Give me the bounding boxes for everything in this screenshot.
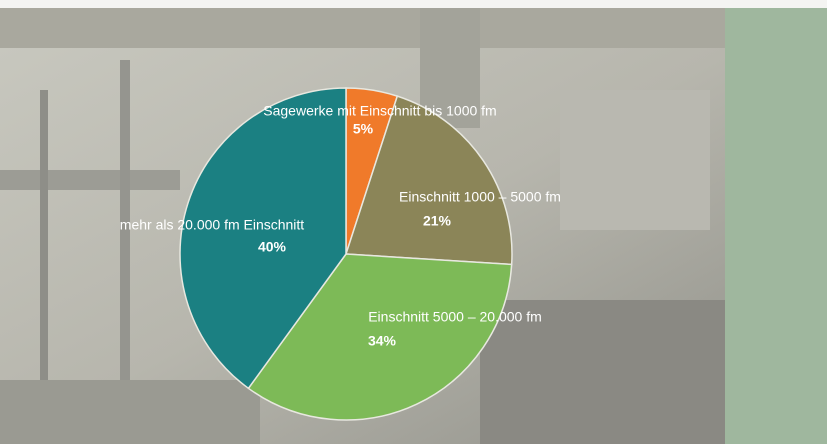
slice-value-label: 40%	[258, 239, 287, 255]
pie: Sagewerke mit Einschnitt bis 1000 fm 5% Ei…	[120, 87, 561, 421]
pie-slice	[247, 253, 513, 421]
slice-label: Einschnitt 1000 – 5000 fm	[399, 189, 561, 205]
pie-slice	[179, 87, 347, 390]
slice-value-label: 5%	[353, 121, 374, 137]
slice-value-label: 21%	[423, 213, 452, 229]
pie-slice	[344, 95, 513, 266]
slice-label: mehr als 20.000 fm Einschnitt	[120, 217, 305, 233]
slice-label: Einschnitt 5000 – 20.000 fm	[368, 309, 542, 325]
slice-label: Sagewerke mit Einschnitt bis 1000 fm	[263, 103, 496, 119]
slice-value-label: 34%	[368, 333, 397, 349]
